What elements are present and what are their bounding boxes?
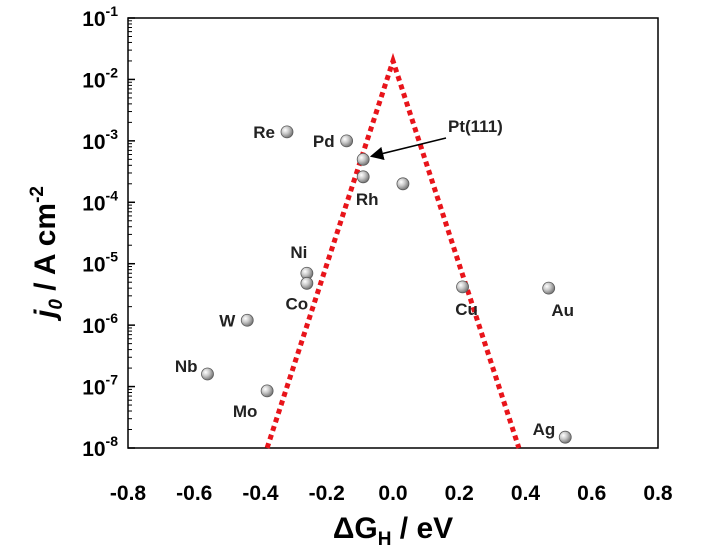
point-label: Pd (313, 132, 335, 151)
point-label: Cu (455, 300, 478, 319)
data-point (240, 313, 254, 327)
y-axis-ticks: 10-810-710-610-510-410-310-210-1 (82, 3, 135, 461)
y-axis-title-italic: j (29, 309, 62, 322)
data-point (340, 134, 354, 148)
data-point (356, 152, 370, 166)
y-tick-label: 10-4 (82, 187, 118, 215)
y-tick-label: 10-8 (82, 433, 118, 461)
x-axis-title-main: ΔG (333, 512, 378, 545)
point-label: Au (551, 301, 574, 320)
x-tick-label: 0.2 (445, 482, 474, 505)
data-point (542, 281, 556, 295)
x-axis-ticks: -0.8 -0.6 -0.4 -0.2 0.0 0.2 0.4 0.6 0.8 (110, 482, 673, 505)
x-tick-label: 0.4 (511, 482, 541, 505)
y-tick-base: 10 (82, 131, 105, 154)
x-tick-label: -0.8 (110, 482, 147, 505)
y-tick-exponent: -5 (106, 249, 119, 265)
point-label: Mo (233, 402, 258, 421)
x-axis-title: ΔGH / eV (333, 512, 453, 550)
y-axis-title-sup: -2 (27, 186, 48, 203)
volcano-line-layer (264, 52, 522, 449)
point-label: Co (286, 294, 309, 313)
y-tick-base: 10 (82, 69, 105, 92)
point-label: Nb (175, 357, 198, 376)
y-tick-base: 10 (82, 254, 105, 277)
x-tick-label: -0.4 (242, 482, 279, 505)
y-tick-base: 10 (82, 315, 105, 338)
plot-area-frame (127, 17, 659, 449)
x-axis-title-rest: / eV (391, 512, 453, 545)
y-tick-exponent: -3 (106, 126, 119, 142)
data-point (558, 430, 572, 444)
data-point (396, 177, 410, 191)
y-tick-base: 10 (82, 8, 105, 31)
data-point (280, 125, 294, 139)
data-point (260, 384, 274, 398)
y-tick-exponent: -6 (106, 310, 119, 326)
x-tick-label: 0.6 (577, 482, 606, 505)
point-label: Re (253, 123, 275, 142)
y-tick-exponent: -1 (106, 3, 119, 19)
y-tick-label: 10-2 (82, 64, 118, 92)
point-label: Pt(111) (448, 117, 503, 136)
x-tick-label: 0.0 (378, 482, 407, 505)
y-tick-label: 10-5 (82, 249, 118, 277)
y-tick-label: 10-7 (82, 372, 118, 400)
point-label: Ni (290, 243, 307, 262)
y-tick-label: 10-6 (82, 310, 118, 338)
y-tick-exponent: -2 (106, 64, 119, 80)
volcano-line (264, 52, 522, 449)
data-point (300, 276, 314, 290)
y-tick-exponent: -8 (106, 433, 119, 449)
point-label: W (219, 311, 236, 330)
data-point (201, 367, 214, 381)
x-tick-label: -0.6 (176, 482, 212, 505)
y-tick-base: 10 (82, 377, 105, 400)
point-label: Rh (356, 190, 379, 209)
y-tick-base: 10 (82, 438, 105, 461)
y-tick-exponent: -7 (106, 372, 119, 388)
y-tick-exponent: -4 (106, 187, 119, 203)
data-point (356, 170, 370, 184)
x-tick-label: 0.8 (643, 482, 673, 505)
y-tick-label: 10-1 (82, 3, 118, 31)
y-tick-label: 10-3 (82, 126, 118, 154)
y-tick-base: 10 (82, 192, 105, 215)
y-axis-title-sub: 0 (46, 299, 67, 310)
y-axis-title-rest: / A cm (29, 203, 62, 299)
annotations-layer: Re Pd Pt(111) Rh Ni Co Cu Au W Nb Mo Ag (175, 117, 574, 439)
x-axis-title-sub: H (378, 529, 392, 550)
pt111-arrow (369, 137, 447, 161)
point-label: Ag (533, 420, 556, 439)
data-point (456, 280, 469, 294)
x-tick-label: -0.2 (309, 482, 345, 505)
data-points-layer (201, 125, 572, 444)
y-axis-title: j0 / A cm-2 (27, 186, 67, 322)
